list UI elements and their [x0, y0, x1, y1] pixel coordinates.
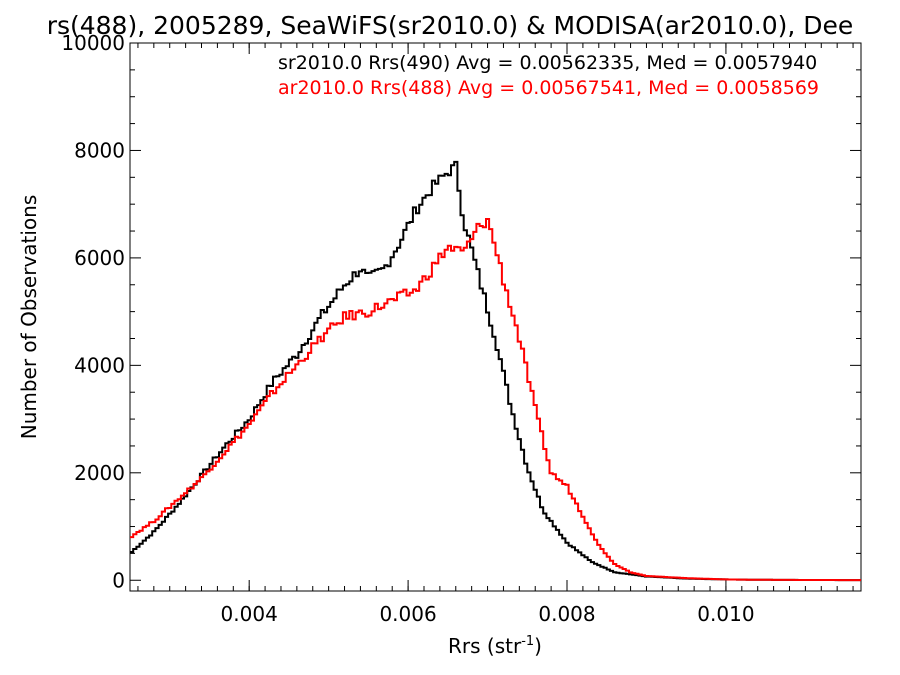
y-tick-label: 10000 — [61, 31, 125, 55]
y-axis-label: Number of Observations — [17, 195, 41, 440]
y-tick-label: 2000 — [74, 461, 125, 485]
y-tick-label: 6000 — [74, 246, 125, 270]
x-axis-label: Rrs (str-1) — [448, 634, 542, 658]
y-tick-label: 8000 — [74, 138, 125, 162]
axis-ticks: 0 2000 4000 6000 8000 10000 0.004 0.006 0.008 0.0… — [61, 31, 861, 626]
x-tick-label: 0.004 — [221, 602, 278, 626]
y-tick-label: 0 — [112, 568, 125, 592]
x-tick-label: 0.010 — [697, 602, 754, 626]
series-line-sr2010 — [130, 160, 861, 582]
x-tick-label: 0.008 — [538, 602, 595, 626]
legend-entry-sr2010: sr2010.0 Rrs(490) Avg = 0.00562335, Med … — [278, 52, 817, 74]
x-tick-label: 0.006 — [379, 602, 436, 626]
x-axis-label-sup: -1 — [521, 634, 534, 649]
y-tick-label: 4000 — [74, 353, 125, 377]
chart-title: rs(488), 2005289, SeaWiFS(sr2010.0) & MO… — [47, 11, 854, 40]
series-layer — [130, 160, 861, 582]
series-line-ar2010 — [130, 218, 861, 582]
plot-frame — [129, 42, 862, 592]
x-axis-label-close: ) — [534, 634, 542, 658]
legend-entry-ar2010: ar2010.0 Rrs(488) Avg = 0.00567541, Med … — [278, 77, 819, 99]
x-axis-label-main: Rrs (str — [448, 634, 522, 658]
